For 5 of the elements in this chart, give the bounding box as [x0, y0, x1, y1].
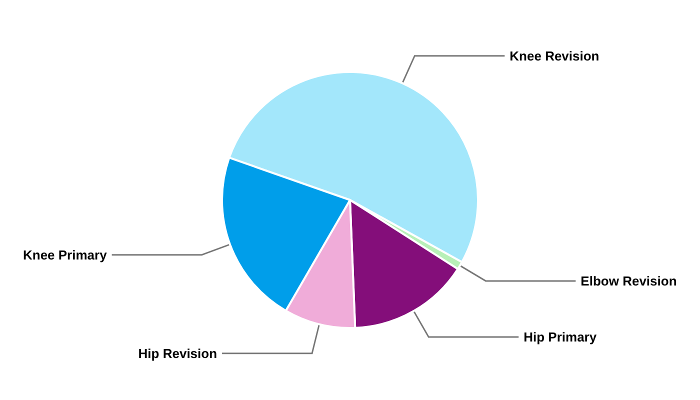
slice-label: Hip Revision: [138, 346, 218, 361]
slice-label: Hip Primary: [524, 330, 598, 345]
slice-label: Knee Revision: [510, 48, 600, 64]
slice-label: Knee Primary: [22, 247, 108, 262]
slice-label: Elbow Revision: [580, 273, 677, 288]
